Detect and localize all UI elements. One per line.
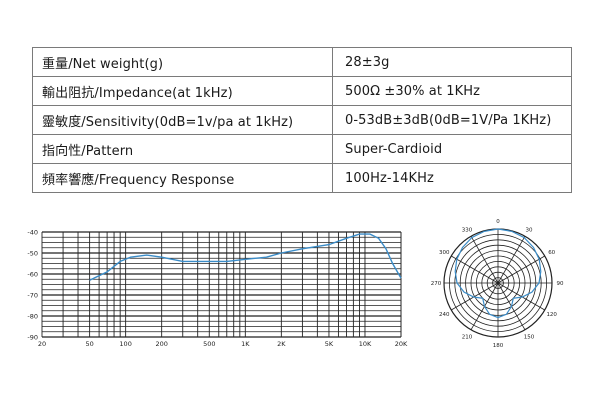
polar-spoke (470, 236, 499, 284)
polar-spoke (497, 236, 526, 284)
table-row: 靈敏度/Sensitivity(0dB=1v/pa at 1kHz) 0-53d… (32, 105, 572, 135)
angle-label: 60 (548, 250, 555, 256)
polar-spoke (497, 255, 545, 284)
angle-label: 150 (524, 335, 535, 341)
x-tick-label: 1K (241, 340, 250, 348)
spec-label: 靈敏度/Sensitivity(0dB=1v/pa at 1kHz) (32, 105, 333, 135)
x-tick-label: 20 (38, 340, 46, 348)
y-tick-label: -40 (27, 229, 38, 237)
x-tick-label: 100 (119, 340, 131, 348)
x-tick-label: 10K (359, 340, 372, 348)
chart-grid (41, 231, 402, 338)
y-tick-label: -60 (27, 271, 38, 279)
y-tick-label: -80 (27, 313, 38, 321)
table-row: 頻率響應/Frequency Response 100Hz-14KHz (32, 163, 572, 193)
polar-spoke (451, 282, 499, 311)
x-tick-label: 50 (85, 340, 93, 348)
y-tick-label: -90 (27, 334, 38, 342)
x-tick-label: 2K (277, 340, 286, 348)
angle-label: 90 (557, 281, 564, 287)
angle-label: 30 (526, 227, 533, 233)
table-row: 指向性/Pattern Super-Cardioid (32, 134, 572, 164)
polar-spoke (497, 282, 545, 311)
spec-value: 28±3g (332, 47, 572, 77)
polar-spoke (451, 255, 499, 284)
polar-pattern-chart: 0 30 60 90 120 150 180 210 240 270 300 330 (431, 219, 564, 349)
spec-value: 100Hz-14KHz (332, 163, 572, 193)
table-row: 輸出阻抗/Impedance(at 1kHz) 500Ω ±30% at 1KH… (32, 76, 572, 106)
x-tick-label: 500 (203, 340, 215, 348)
angle-label: 210 (462, 335, 473, 341)
spec-value: 500Ω ±30% at 1KHz (332, 76, 572, 106)
x-tick-label: 20K (395, 340, 408, 348)
angle-label: 180 (493, 343, 504, 349)
angle-label: 300 (439, 250, 450, 256)
angle-label: 270 (431, 281, 442, 287)
spec-value: 0-53dB±3dB(0dB=1V/Pa 1KHz) (332, 105, 572, 135)
angle-label: 0 (496, 219, 500, 225)
spec-label: 輸出阻抗/Impedance(at 1kHz) (32, 76, 333, 106)
polar-grid (443, 228, 553, 338)
y-tick-label: -50 (27, 250, 38, 258)
spec-value: Super-Cardioid (332, 134, 572, 164)
angle-label: 330 (462, 227, 473, 233)
spec-label: 重量/Net weight(g) (32, 47, 333, 77)
polar-curve (454, 228, 542, 319)
x-tick-label: 200 (155, 340, 167, 348)
spec-label: 指向性/Pattern (32, 134, 333, 164)
x-tick-label: 5K (325, 340, 334, 348)
spec-label: 頻率響應/Frequency Response (32, 163, 333, 193)
y-tick-label: -70 (27, 292, 38, 300)
response-curve (89, 233, 402, 281)
angle-label: 120 (546, 312, 557, 318)
table-row: 重量/Net weight(g) 28±3g (32, 47, 572, 77)
angle-label: 240 (439, 312, 450, 318)
spec-table: 重量/Net weight(g) 28±3g 輸出阻抗/Impedance(at… (32, 47, 572, 193)
